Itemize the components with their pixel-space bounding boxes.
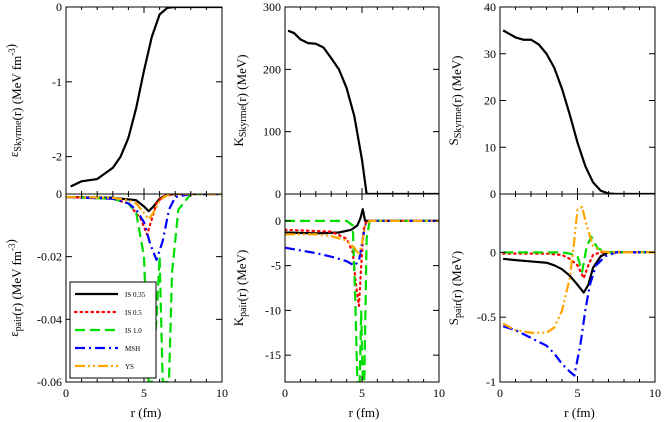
axes-frame-s_pair [499, 193, 656, 383]
ytick-label-eps_pair-2: -0.04 [37, 312, 62, 326]
ylabel-s_skyrme: SSkyrme(r) (MeV) [446, 56, 464, 146]
axes-frame-eps_skyrme [65, 6, 223, 195]
panel-k_pair: 0 -5 -10 -15 0 5 10 r (fm) Kpair(r) (MeV) [231, 193, 445, 420]
series-k_skyrme-IS035 [287, 29, 439, 194]
xtick-label-k_pair-1: 5 [359, 386, 365, 400]
xtick-label-k_pair-0: 0 [282, 386, 288, 400]
series-s_pair-MSH [502, 251, 655, 377]
ytick-label-eps_pair-0: 0 [56, 187, 62, 201]
xtick-label-k_pair-2: 10 [433, 386, 445, 400]
panel-s_skyrme: 0 10 20 30 40 SSkyrme(r) (MeV) [446, 0, 656, 201]
xtick-label-s_pair-0: 0 [497, 386, 503, 400]
ytick-label-k_skyrme-0: 0 [275, 187, 281, 201]
series-eps_pair-IS10 [66, 194, 222, 382]
ytick-label-eps_skyrme-0: 0 [56, 0, 62, 14]
ylabel-eps_skyrme: εSkyrme(r) (MeV fm-3) [3, 44, 24, 157]
ytick-label-k_pair-3: -15 [265, 348, 281, 362]
series-s_pair-YS [502, 205, 655, 334]
series-k_pair-MSH [285, 219, 439, 267]
series-eps_skyrme-IS035 [70, 7, 222, 188]
panel-s_pair: 0-0.5-10 5 10r (fm)Spair(r) (MeV) [446, 193, 661, 420]
xtick-label-eps_pair-2: 10 [216, 386, 228, 400]
series-k_pair-IS035 [285, 208, 439, 235]
xtick-label-s_pair-2: 10 [649, 386, 661, 400]
xlabel-k_pair: r (fm) [349, 405, 380, 420]
ytick-label-s_pair-2: -1 [486, 375, 496, 389]
series-eps_pair-MSH [66, 194, 222, 261]
series-eps_pair-IS05 [66, 194, 222, 236]
xtick-label-eps_pair-0: 0 [63, 386, 69, 400]
ylabel-s_pair: Spair(r) (MeV) [446, 251, 464, 325]
series-s_pair-IS035 [502, 251, 655, 294]
ytick-label-k_skyrme-1: 100 [263, 125, 281, 139]
legend-label-1: IS 0.5 [125, 309, 142, 317]
series-eps_pair-YS [66, 194, 222, 221]
legend-label-4: YS [125, 363, 134, 371]
ytick-label-s_skyrme-4: 40 [484, 0, 496, 14]
axes-frame-s_skyrme [499, 6, 656, 195]
series-k_pair-YS [285, 219, 439, 256]
series-k_pair-IS05 [285, 219, 439, 307]
legend-label-2: IS 1.0 [125, 327, 142, 335]
panel-eps_skyrme: 0 -1 -2 εSkyrme(r) (MeV fm-3) [3, 0, 223, 195]
ytick-label-s_skyrme-0: 0 [490, 187, 496, 201]
ytick-label-s_skyrme-2: 20 [484, 94, 496, 108]
ytick-label-s_skyrme-3: 30 [484, 47, 496, 61]
ytick-label-s_pair-0: 0 [490, 245, 496, 259]
ylabel-k_skyrme: KSkyrme(r) (MeV) [231, 54, 249, 146]
axes-frame-k_pair [284, 193, 440, 383]
ytick-label-k_pair-2: -10 [265, 303, 281, 317]
series-s_pair-IS10 [503, 235, 655, 273]
ytick-label-k_skyrme-3: 300 [263, 0, 281, 14]
ytick-label-eps_pair-1: -0.02 [37, 250, 62, 264]
panel-eps_pair: 0-0.02-0.04-0.060 5 10r (fm)εpair(r) (MeV … [3, 187, 228, 420]
series-k_pair-IS10 [285, 219, 439, 382]
ytick-label-s_pair-1: -0.5 [477, 310, 496, 324]
legend-label-3: MSH [125, 345, 140, 353]
xtick-label-s_pair-1: 5 [575, 386, 581, 400]
ylabel-eps_pair: εpair(r) (MeV fm-3) [3, 239, 24, 337]
series-s_skyrme-IS035 [502, 29, 655, 194]
ytick-label-k_skyrme-2: 200 [263, 62, 281, 76]
ytick-label-eps_skyrme-1: -1 [52, 75, 62, 89]
xlabel-s_pair: r (fm) [564, 405, 595, 420]
ytick-label-k_pair-0: 0 [275, 214, 281, 228]
ytick-label-eps_pair-3: -0.06 [37, 375, 62, 389]
xtick-label-eps_pair-1: 5 [141, 386, 147, 400]
ytick-label-eps_skyrme-2: -2 [52, 150, 62, 164]
legend-label-0: IS 0.35 [125, 291, 146, 299]
ytick-label-s_skyrme-1: 10 [484, 140, 496, 154]
panel-k_skyrme: 0 100 200 300 KSkyrme(r) (MeV) [231, 0, 440, 201]
legend: IS 0.35 IS 0.5 IS 1.0 MSH YS [69, 281, 157, 379]
ylabel-k_pair: Kpair(r) (MeV) [231, 250, 249, 327]
series-s_pair-IS05 [502, 251, 655, 280]
ytick-label-k_pair-1: -5 [271, 259, 281, 273]
xlabel-eps_pair: r (fm) [131, 405, 162, 420]
